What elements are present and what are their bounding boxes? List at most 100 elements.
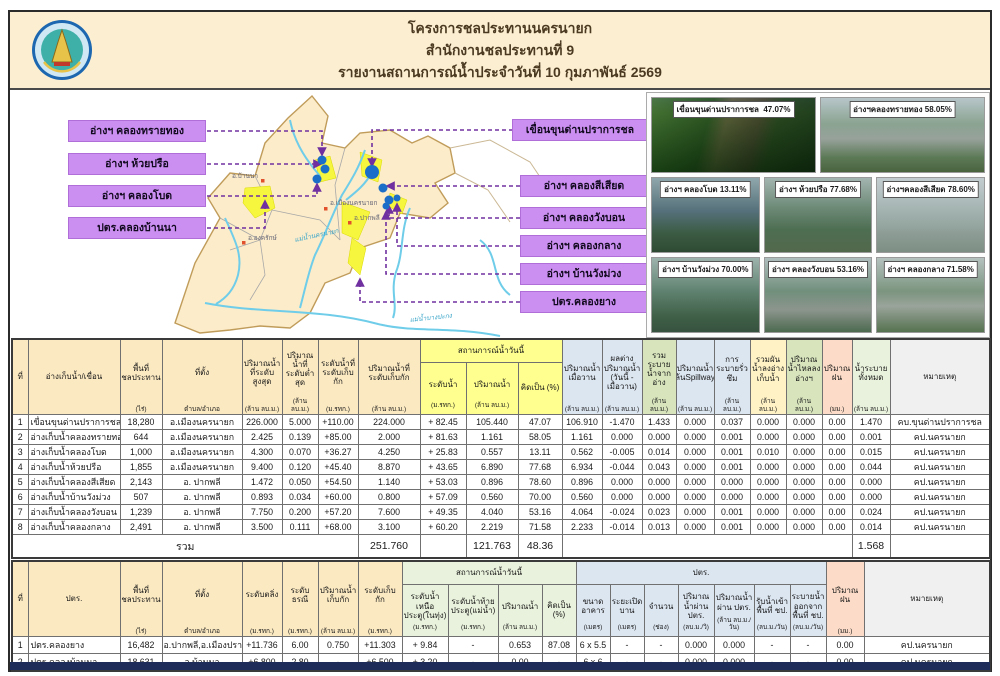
cell: -0.044 [601, 459, 643, 475]
cell: คป.นครนายก [863, 636, 991, 654]
cell: 0.557 [465, 444, 519, 460]
map-label-huai-prue: อ่างฯ ห้วยปรือ [68, 153, 206, 175]
district-label: อ.เมืองนครนายก [330, 199, 377, 207]
cell: คบ.ขุนด่านปราการชล [889, 414, 991, 430]
cell: คป.นครนายก [889, 489, 991, 505]
reservoir-photo: อ่างฯคลองสีเสียด 78.60% [876, 177, 986, 253]
total-label: รวม [11, 534, 359, 559]
map-label-khlong-bot: อ่างฯ คลองโบด [68, 185, 206, 207]
cell: 1 [11, 414, 29, 430]
reservoir-photo: อ่างฯ บ้านวังม่วง 70.00% [651, 257, 760, 333]
cell: 0.00 [821, 489, 853, 505]
cell: 71.58 [517, 519, 563, 535]
cell: 1,855 [119, 459, 163, 475]
cell: 2.219 [465, 519, 519, 535]
cell: 0.896 [465, 474, 519, 490]
cell: 9.400 [241, 459, 283, 475]
photo-caption: อ่างฯ คลองกลาง [887, 265, 945, 274]
cell: 0.000 [785, 474, 823, 490]
cell: 0.000 [785, 429, 823, 445]
cell: 0.562 [561, 444, 603, 460]
cell: 0.00 [821, 459, 853, 475]
cell: 6.00 [281, 636, 319, 654]
photo-caption: อ่างฯ บ้านวังม่วง [662, 265, 720, 274]
reservoir-photo: อ่างฯ ห้วยปรือ 77.68% [763, 177, 873, 253]
cell: +57.20 [317, 504, 359, 520]
cell: 0.00 [821, 444, 853, 460]
cell: 3 [11, 444, 29, 460]
cell: อ่างเก็บน้ำคลองทรายทอง [27, 429, 121, 445]
cell: คป.นครนายก [889, 444, 991, 460]
cell: 0.000 [675, 474, 715, 490]
cell: + 82.45 [419, 414, 467, 430]
cell: 0.034 [281, 489, 319, 505]
cell: 0.000 [713, 474, 751, 490]
cell: 4 [11, 459, 29, 475]
cell: 0.001 [713, 519, 751, 535]
cell: อ่างเก็บน้ำคลองกลาง [27, 519, 121, 535]
cell: 0.015 [851, 444, 891, 460]
river-label: แม่น้ำบางปะกง [409, 311, 453, 324]
cell: 0.000 [785, 414, 823, 430]
district-label: อ.บ้านนา [232, 172, 258, 180]
cell: 0.000 [749, 474, 787, 490]
cell: 224.000 [357, 414, 421, 430]
reservoir-photo: อ่างฯ คลองโบด 13.11% [651, 177, 760, 253]
cell: 0.000 [785, 444, 823, 460]
cell: อ.เมืองนครนายก [161, 429, 243, 445]
cell: 0.000 [713, 489, 751, 505]
map-label-si-siat: อ่างฯ คลองสีเสียด [520, 175, 648, 197]
map-label-ban-wang-muang: อ่างฯ บ้านวังม่วง [520, 263, 648, 285]
cell: +54.50 [317, 474, 359, 490]
photo-percent: 71.58% [946, 265, 974, 274]
group-header-today: สถานการณ์น้ำวันนี้ [419, 338, 563, 363]
reservoir-dots [312, 155, 401, 210]
map-label-khlong-sai-thong: อ่างฯ คลองทรายทอง [68, 120, 206, 142]
cell: 0.014 [851, 519, 891, 535]
cell: 0.000 [641, 474, 677, 490]
cell: 0.000 [785, 489, 823, 505]
photo-percent: 58.05% [924, 105, 952, 114]
cell: 0.000 [851, 489, 891, 505]
cell: 0.00 [821, 429, 853, 445]
province-map: แม่น้ำนครนายก แม่น้ำบางปะกง อ.บ้านนา อ.เ… [174, 94, 551, 337]
cell: อ.เมืองนครนายก [161, 414, 243, 430]
cell: 0.000 [749, 489, 787, 505]
cell: 0.023 [641, 504, 677, 520]
cell: คป.นครนายก [889, 519, 991, 535]
cell: 0.000 [675, 489, 715, 505]
district-label: อ.ปากพลี [354, 214, 380, 222]
cell: อ. ปากพลี [161, 504, 243, 520]
cell: 4.250 [357, 444, 421, 460]
table-row: 6 อ่างเก็บน้ำบ้านวังม่วง 507 อ. ปากพลี 0.893… [11, 489, 991, 505]
cell: 6.890 [465, 459, 519, 475]
cell: +85.00 [317, 429, 359, 445]
cell: 2,143 [119, 474, 163, 490]
cell: 0.000 [851, 474, 891, 490]
cell: 4.040 [465, 504, 519, 520]
cell: 7.600 [357, 504, 421, 520]
cell: 1.161 [465, 429, 519, 445]
cell: 0.000 [675, 519, 715, 535]
cell: 18,280 [119, 414, 163, 430]
cell: + 25.83 [419, 444, 467, 460]
cell: 0.000 [601, 489, 643, 505]
total-volume: 121.763 [465, 534, 519, 559]
cell: 0.750 [317, 636, 359, 654]
table-row: 5 อ่างเก็บน้ำคลองสีเสียด 2,143 อ. ปากพลี 1.4… [11, 474, 991, 490]
district-markers: อ.บ้านนา อ.เมืองนครนายก อ.ปากพลี อ.องครั… [232, 172, 380, 245]
reservoir-table: ที่ อ่างเก็บน้ำ/เขื่อน พื้นที่ชลประทาน (ไ… [11, 338, 991, 559]
cell: 2 [11, 429, 29, 445]
cell: 0.044 [851, 459, 891, 475]
map-label-ptr-khlong-yang: ปตร.คลองยาง [520, 291, 648, 313]
cell: + 49.35 [419, 504, 467, 520]
cell: 0.000 [749, 519, 787, 535]
reservoir-photo-panel: เขื่อนขุนด่านปราการชล 47.07% อ่างฯคลองทร… [646, 92, 990, 338]
cell: 0.070 [281, 444, 319, 460]
photo-caption: เขื่อนขุนด่านปราการชล [676, 105, 759, 114]
photo-caption: อ่างฯ ห้วยปรือ [779, 185, 828, 194]
table-row: 3 อ่างเก็บน้ำคลองโบด 1,000 อ.เมืองนครนายก 4.… [11, 444, 991, 460]
cell: อ.เมืองนครนายก [161, 459, 243, 475]
cell: - [643, 636, 679, 654]
